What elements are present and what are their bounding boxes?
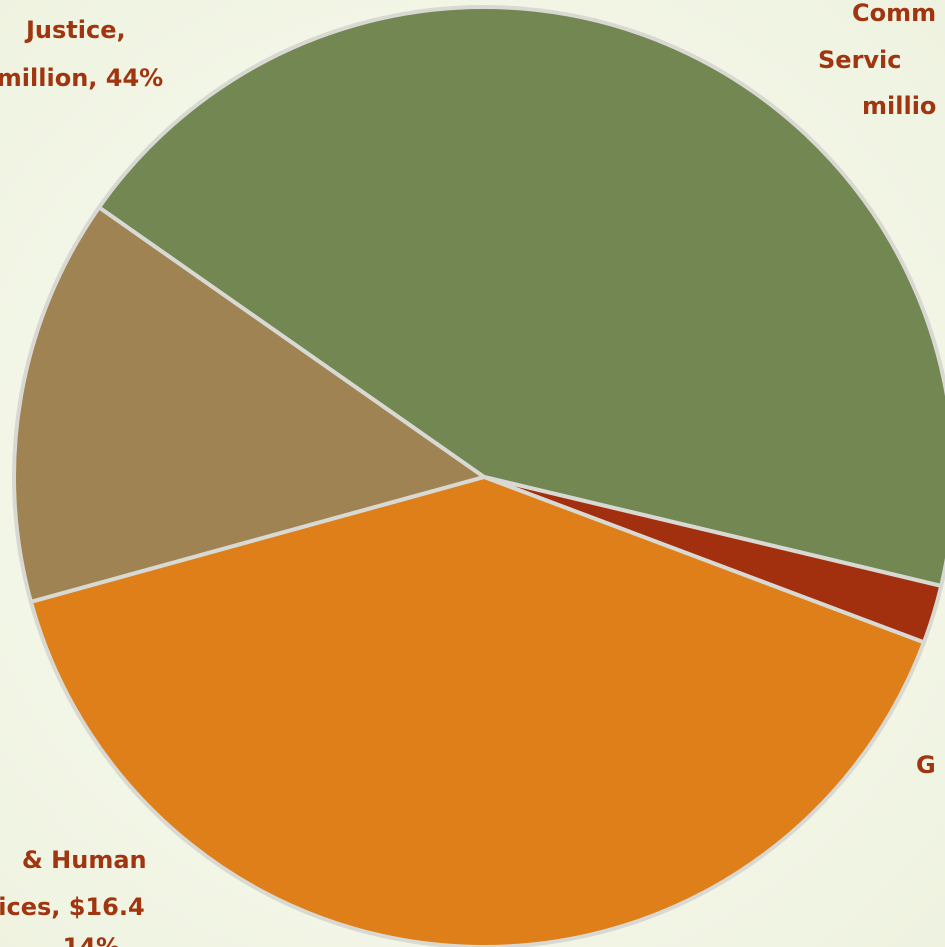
label-hhs-line-2: ices, $16.4 [0, 893, 145, 921]
label-justice: Justice, million, 44% [0, 16, 163, 92]
label-community-services: Comm Servic millio [818, 0, 944, 120]
label-hhs-line-1: & Human [22, 846, 147, 874]
label-community-line-1: Comm [852, 0, 936, 27]
label-health-human-services: & Human ices, $16.4 14% [0, 846, 155, 947]
label-hhs-line-3: 14% [63, 933, 120, 947]
label-justice-line-2: million, 44% [0, 64, 163, 92]
pie-slice-justice [97, 5, 945, 588]
label-community-line-3: millio [862, 92, 936, 120]
label-general: G [916, 751, 936, 779]
pie-slice-health-human-services [12, 205, 486, 604]
label-justice-line-1: Justice, [24, 16, 126, 44]
label-general-line-1: G [916, 751, 936, 779]
pie-slices [12, 5, 945, 947]
label-community-line-2: Servic [818, 46, 902, 74]
